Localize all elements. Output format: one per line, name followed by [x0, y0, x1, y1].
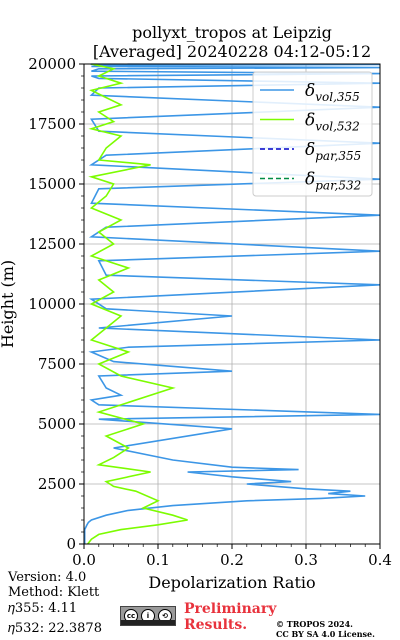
method-text: Method: Klett [8, 585, 100, 600]
preliminary-line1: Preliminary [184, 601, 277, 617]
y-tick-label: 7500 [38, 355, 76, 373]
x-axis-label: Depolarization Ratio [148, 573, 315, 592]
y-tick-label: 12500 [28, 235, 76, 253]
chart-title-line2: [Averaged] 20240228 04:12-05:12 [93, 42, 371, 61]
y-tick-label: 20000 [28, 55, 76, 73]
preliminary-line2: Results. [184, 617, 248, 633]
chart-title-line1: pollyxt_tropos at Leipzig [132, 23, 332, 42]
legend-box [252, 71, 373, 197]
series-line-1 [87, 63, 188, 545]
x-tick-label: 0.4 [368, 551, 392, 569]
depolarization-chart: pollyxt_tropos at Leipzig [Averaged] 202… [0, 23, 392, 592]
y-tick-label: 10000 [28, 295, 76, 313]
y-tick-label: 5000 [38, 415, 76, 433]
series-line-0 [83, 63, 381, 544]
eta355-text: 𝜂355: 4.11 [8, 601, 78, 616]
attribution-icon: i [141, 609, 155, 623]
eta532-text: 𝜂532: 22.3878 [8, 621, 102, 636]
legend: δvol,355 δvol,532 δpar,355 δpar,532 [252, 71, 373, 197]
x-tick-label: 0.2 [220, 551, 244, 569]
y-tick-label: 2500 [38, 475, 76, 493]
preliminary-results-text: Preliminary Results. [184, 601, 276, 633]
axis-ticks: 0.0 0.1 0.2 0.3 0.4 0 2500 5000 7500 10000 12500 15… [28, 55, 392, 569]
plot-area [83, 63, 381, 545]
legend-label-0: δvol,355 [305, 81, 360, 104]
legend-label-1: δvol,532 [305, 111, 360, 134]
y-tick-label: 17500 [28, 115, 76, 133]
cc-license-icon: cc i ⟲ [120, 606, 176, 626]
cc-badge-bar [121, 620, 175, 625]
license-text: © TROPOS 2024. CC BY SA 4.0 License. [276, 619, 375, 639]
legend-label-3: δpar,532 [305, 170, 361, 193]
version-text: Version: 4.0 [8, 570, 87, 585]
x-tick-label: 0.3 [294, 551, 318, 569]
y-axis-label: Height (m) [0, 260, 17, 348]
x-tick-label: 0.1 [146, 551, 170, 569]
legend-label-2: δpar,355 [305, 140, 361, 163]
y-tick-label: 0 [66, 535, 76, 553]
copyright-line2: CC BY SA 4.0 License. [276, 629, 375, 639]
y-tick-label: 15000 [28, 175, 76, 193]
copyright-line1: © TROPOS 2024. [276, 619, 353, 629]
x-tick-label: 0.0 [72, 551, 96, 569]
